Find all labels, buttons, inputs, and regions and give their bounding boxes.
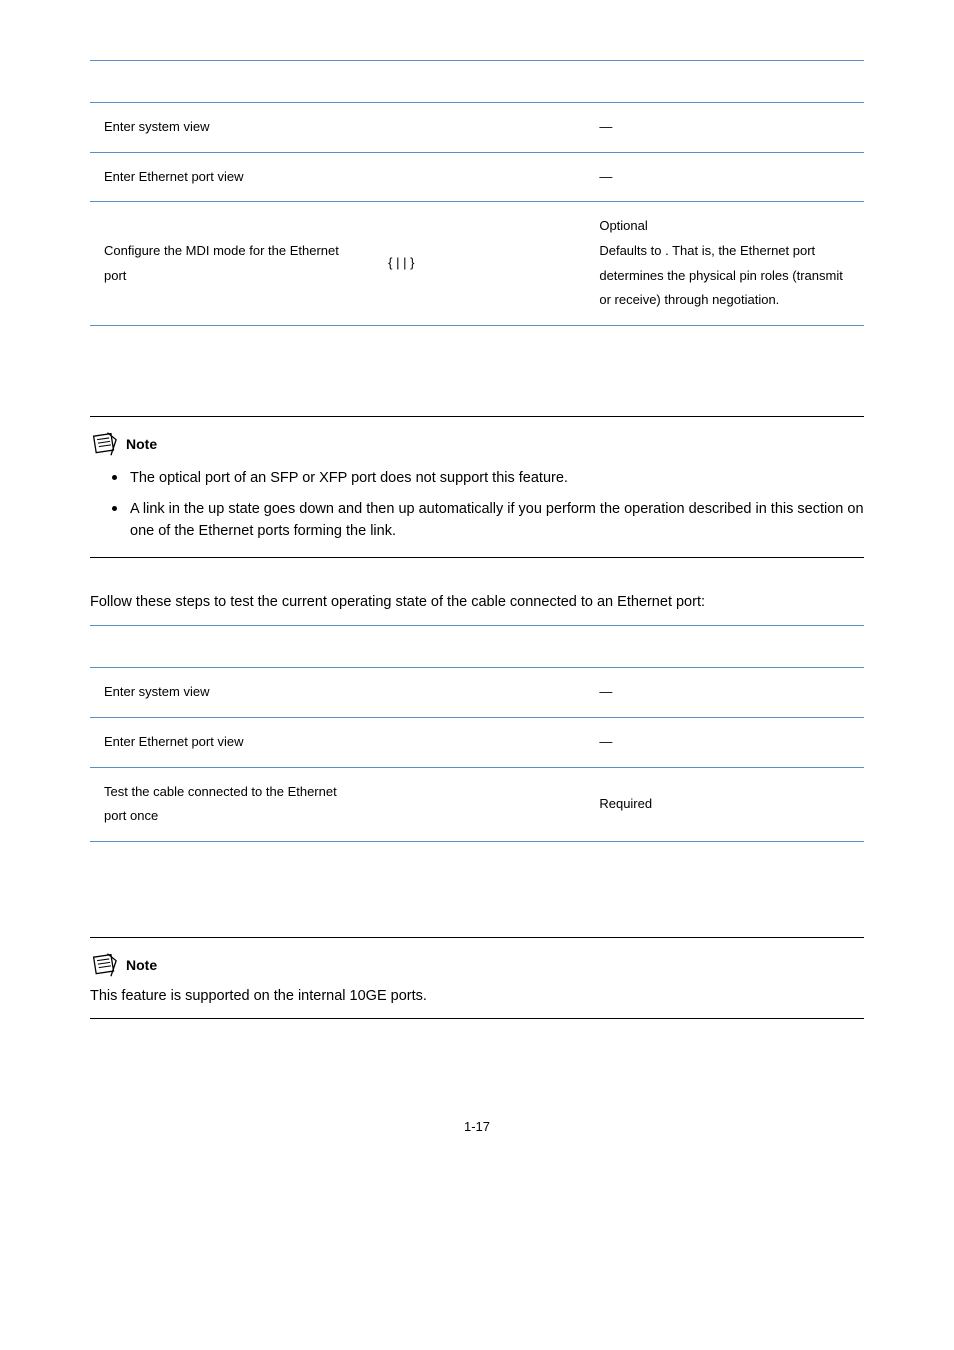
table-cell-desc: Required xyxy=(585,767,864,841)
table-header-row xyxy=(90,626,864,668)
table-cell-cmd xyxy=(353,767,585,841)
table-row: Enter Ethernet port view — xyxy=(90,717,864,767)
note-header: Note xyxy=(90,952,864,978)
note-header: Note xyxy=(90,431,864,457)
table-cell-to: Enter Ethernet port view xyxy=(90,152,353,202)
page-number: 1-17 xyxy=(90,1119,864,1134)
table-cell-desc: Optional Defaults to . That is, the Ethe… xyxy=(585,202,864,326)
note-divider xyxy=(90,1018,864,1019)
note-divider xyxy=(90,937,864,938)
note-bullet: A link in the up state goes down and the… xyxy=(112,498,864,543)
table-cell-to: Enter system view xyxy=(90,668,353,718)
table-cell-desc: — xyxy=(585,717,864,767)
table-cell-to: Enter Ethernet port view xyxy=(90,717,353,767)
table-row: Enter system view — xyxy=(90,103,864,153)
table-row: Configure the MDI mode for the Ethernet … xyxy=(90,202,864,326)
desc-line: Defaults to . That is, the Ethernet port… xyxy=(599,239,850,313)
table-cell-desc: — xyxy=(585,668,864,718)
note-icon xyxy=(90,952,118,978)
intro-paragraph: Follow these steps to test the current o… xyxy=(90,592,864,614)
note-divider xyxy=(90,416,864,417)
table-cell-cmd xyxy=(353,717,585,767)
table-cell-desc: — xyxy=(585,103,864,153)
note-block-1: Note The optical port of an SFP or XFP p… xyxy=(90,416,864,557)
table-cell-to: Enter system view xyxy=(90,103,353,153)
table-cell-cmd: { | | } xyxy=(353,202,585,326)
note-block-2: Note This feature is supported on the in… xyxy=(90,937,864,1019)
note-divider xyxy=(90,557,864,558)
note-icon xyxy=(90,431,118,457)
table-cell-cmd xyxy=(353,103,585,153)
table-cell-to: Configure the MDI mode for the Ethernet … xyxy=(90,202,353,326)
note-bullet-list: The optical port of an SFP or XFP port d… xyxy=(90,467,864,542)
table-row: Test the cable connected to the Ethernet… xyxy=(90,767,864,841)
note-bullet: The optical port of an SFP or XFP port d… xyxy=(112,467,864,489)
note-label: Note xyxy=(126,436,157,452)
table-cell-to: Test the cable connected to the Ethernet… xyxy=(90,767,353,841)
note-text: This feature is supported on the interna… xyxy=(90,988,864,1004)
cable-test-table: Enter system view — Enter Ethernet port … xyxy=(90,625,864,842)
table-cell-desc: — xyxy=(585,152,864,202)
mdi-config-table: Enter system view — Enter Ethernet port … xyxy=(90,60,864,326)
table-cell-cmd xyxy=(353,668,585,718)
table-row: Enter Ethernet port view — xyxy=(90,152,864,202)
desc-line: Optional xyxy=(599,214,850,239)
table-cell-cmd xyxy=(353,152,585,202)
table-row: Enter system view — xyxy=(90,668,864,718)
note-label: Note xyxy=(126,957,157,973)
table-header-row xyxy=(90,61,864,103)
